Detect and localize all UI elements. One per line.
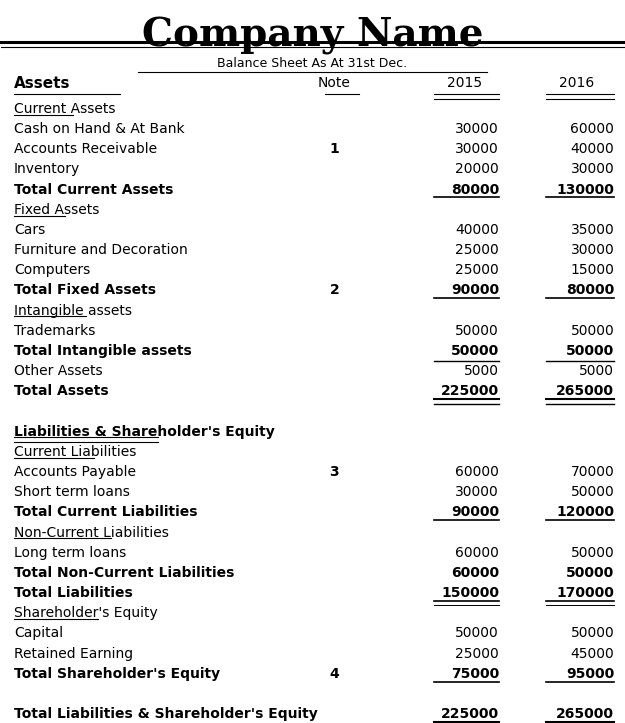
Text: Current Liabilities: Current Liabilities <box>14 445 136 459</box>
Text: 70000: 70000 <box>571 465 614 479</box>
Text: 20000: 20000 <box>456 163 499 176</box>
Text: 80000: 80000 <box>451 183 499 197</box>
Text: Other Assets: Other Assets <box>14 364 103 378</box>
Text: 50000: 50000 <box>571 546 614 560</box>
Text: 60000: 60000 <box>455 546 499 560</box>
Text: Capital: Capital <box>14 626 63 641</box>
Text: Computers: Computers <box>14 263 90 278</box>
Text: 5000: 5000 <box>464 364 499 378</box>
Text: 50000: 50000 <box>451 344 499 358</box>
Text: 90000: 90000 <box>451 283 499 297</box>
Text: 4: 4 <box>329 667 339 681</box>
Text: 2: 2 <box>329 283 339 297</box>
Text: 40000: 40000 <box>456 223 499 237</box>
Text: Balance Sheet As At 31st Dec.: Balance Sheet As At 31st Dec. <box>217 56 408 69</box>
Text: 5000: 5000 <box>579 364 614 378</box>
Text: 90000: 90000 <box>451 505 499 519</box>
Text: Accounts Receivable: Accounts Receivable <box>14 142 157 156</box>
Text: Total Non-Current Liabilities: Total Non-Current Liabilities <box>14 566 234 580</box>
Text: Non-Current Liabilities: Non-Current Liabilities <box>14 526 169 539</box>
Text: 50000: 50000 <box>566 344 614 358</box>
Text: 50000: 50000 <box>566 566 614 580</box>
Text: 265000: 265000 <box>556 707 614 721</box>
Text: Total Current Assets: Total Current Assets <box>14 183 173 197</box>
Text: Note: Note <box>318 77 351 90</box>
Text: 35000: 35000 <box>571 223 614 237</box>
Text: 2015: 2015 <box>448 77 482 90</box>
Text: 45000: 45000 <box>571 646 614 661</box>
Text: 30000: 30000 <box>571 243 614 257</box>
Text: 50000: 50000 <box>571 324 614 338</box>
Text: Shareholder's Equity: Shareholder's Equity <box>14 607 158 620</box>
Text: 120000: 120000 <box>556 505 614 519</box>
Text: 170000: 170000 <box>556 586 614 600</box>
Text: 15000: 15000 <box>571 263 614 278</box>
Text: 40000: 40000 <box>571 142 614 156</box>
Text: 60000: 60000 <box>571 122 614 136</box>
Text: 80000: 80000 <box>566 283 614 297</box>
Text: Total Shareholder's Equity: Total Shareholder's Equity <box>14 667 220 681</box>
Text: 25000: 25000 <box>456 646 499 661</box>
Text: Liabilities & Shareholder's Equity: Liabilities & Shareholder's Equity <box>14 424 274 439</box>
Text: 150000: 150000 <box>441 586 499 600</box>
Text: Total Liabilities & Shareholder's Equity: Total Liabilities & Shareholder's Equity <box>14 707 318 721</box>
Text: Short term loans: Short term loans <box>14 485 130 500</box>
Text: Trademarks: Trademarks <box>14 324 95 338</box>
Text: Total Intangible assets: Total Intangible assets <box>14 344 192 358</box>
Text: Furniture and Decoration: Furniture and Decoration <box>14 243 187 257</box>
Text: 30000: 30000 <box>571 163 614 176</box>
Text: 30000: 30000 <box>456 485 499 500</box>
Text: Accounts Payable: Accounts Payable <box>14 465 136 479</box>
Text: Cash on Hand & At Bank: Cash on Hand & At Bank <box>14 122 184 136</box>
Text: Total Current Liabilities: Total Current Liabilities <box>14 505 198 519</box>
Text: 130000: 130000 <box>556 183 614 197</box>
Text: 1: 1 <box>329 142 339 156</box>
Text: 60000: 60000 <box>451 566 499 580</box>
Text: 25000: 25000 <box>456 243 499 257</box>
Text: 50000: 50000 <box>571 485 614 500</box>
Text: 225000: 225000 <box>441 707 499 721</box>
Text: Current Assets: Current Assets <box>14 102 116 116</box>
Text: 30000: 30000 <box>456 142 499 156</box>
Text: 265000: 265000 <box>556 385 614 398</box>
Text: 60000: 60000 <box>455 465 499 479</box>
Text: Inventory: Inventory <box>14 163 80 176</box>
Text: Total Liabilities: Total Liabilities <box>14 586 132 600</box>
Text: 2016: 2016 <box>559 77 594 90</box>
Text: 50000: 50000 <box>456 626 499 641</box>
Text: Assets: Assets <box>14 77 71 91</box>
Text: Intangible assets: Intangible assets <box>14 304 132 317</box>
Text: 50000: 50000 <box>456 324 499 338</box>
Text: Company Name: Company Name <box>142 17 483 55</box>
Text: Fixed Assets: Fixed Assets <box>14 202 99 217</box>
Text: 225000: 225000 <box>441 385 499 398</box>
Text: Long term loans: Long term loans <box>14 546 126 560</box>
Text: 3: 3 <box>329 465 339 479</box>
Text: Retained Earning: Retained Earning <box>14 646 133 661</box>
Text: 95000: 95000 <box>566 667 614 681</box>
Text: 30000: 30000 <box>456 122 499 136</box>
Text: 50000: 50000 <box>571 626 614 641</box>
Text: 75000: 75000 <box>451 667 499 681</box>
Text: Total Fixed Assets: Total Fixed Assets <box>14 283 156 297</box>
Text: Cars: Cars <box>14 223 45 237</box>
Text: 25000: 25000 <box>456 263 499 278</box>
Text: Total Assets: Total Assets <box>14 385 109 398</box>
